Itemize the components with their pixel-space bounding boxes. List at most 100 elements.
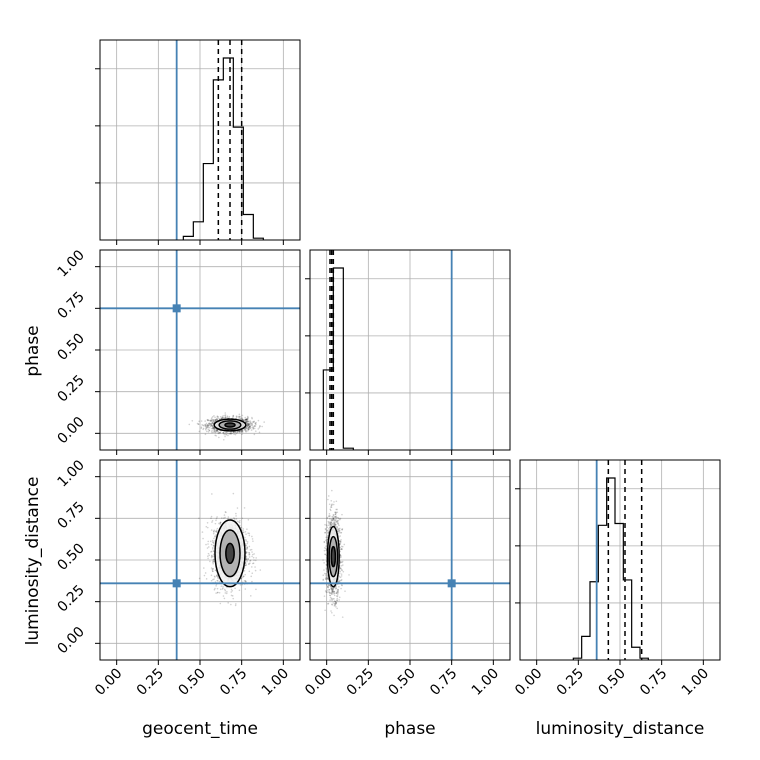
- sample-point: [246, 418, 249, 421]
- sample-point: [217, 415, 219, 418]
- sample-point: [246, 528, 248, 530]
- sample-point: [225, 433, 227, 436]
- sample-point: [233, 431, 235, 434]
- sample-point: [212, 420, 214, 422]
- histogram-step-luminosity_distance: [572, 477, 649, 660]
- sample-point: [206, 430, 208, 433]
- sample-point: [221, 417, 224, 420]
- sample-point: [206, 424, 209, 426]
- sample-point: [207, 428, 210, 431]
- sample-point: [325, 545, 327, 548]
- sample-point: [340, 575, 343, 577]
- sample-point: [221, 417, 224, 419]
- sample-point: [207, 543, 209, 545]
- sample-point: [336, 599, 338, 602]
- sample-point: [200, 426, 203, 429]
- histogram-panel-phase: [305, 249, 511, 455]
- sample-point: [259, 425, 261, 427]
- sample-point: [340, 548, 343, 550]
- sample-point: [326, 589, 329, 591]
- sample-point: [329, 523, 331, 526]
- sample-point: [241, 417, 243, 419]
- sample-point: [327, 531, 329, 534]
- sample-point: [206, 521, 209, 524]
- sample-point: [209, 425, 212, 428]
- sample-point: [241, 431, 244, 433]
- sample-point: [238, 430, 241, 432]
- sample-point: [205, 422, 208, 425]
- sample-point: [324, 553, 327, 556]
- sample-point: [340, 573, 343, 575]
- sample-point: [219, 521, 222, 524]
- sample-point: [214, 429, 217, 432]
- sample-point: [339, 561, 342, 563]
- sample-point: [239, 430, 242, 433]
- sample-point: [250, 548, 253, 551]
- sample-point: [203, 574, 206, 577]
- sample-point: [208, 424, 210, 427]
- sample-point: [234, 430, 237, 433]
- sample-point: [216, 429, 219, 431]
- sample-point: [249, 420, 251, 422]
- sample-point: [341, 569, 344, 572]
- sample-point: [226, 416, 229, 419]
- sample-point: [248, 428, 250, 431]
- sample-point: [246, 421, 248, 423]
- sample-point: [254, 559, 257, 562]
- sample-point: [246, 425, 248, 428]
- sample-point: [204, 572, 207, 574]
- sample-point: [331, 599, 333, 602]
- sample-point: [252, 421, 255, 423]
- sample-point: [244, 573, 246, 576]
- sample-point: [217, 432, 220, 435]
- sample-point: [204, 423, 206, 426]
- sample-point: [206, 424, 209, 427]
- sample-point: [348, 574, 350, 576]
- sample-point: [251, 416, 253, 419]
- sample-point: [324, 572, 326, 575]
- sample-point: [228, 415, 231, 418]
- sample-point: [231, 432, 233, 434]
- sample-point: [333, 614, 335, 617]
- sample-point: [234, 587, 236, 590]
- sample-point: [339, 535, 342, 537]
- sample-point: [340, 579, 342, 582]
- sample-point: [252, 540, 254, 542]
- sample-point: [201, 531, 204, 533]
- sample-point: [338, 596, 341, 599]
- sample-point: [208, 422, 211, 424]
- sample-point: [222, 417, 224, 419]
- sample-point: [240, 430, 243, 433]
- sample-point: [210, 419, 212, 422]
- sample-point: [330, 593, 333, 596]
- sample-point: [213, 430, 216, 432]
- sample-point: [226, 591, 228, 593]
- sample-point: [233, 433, 235, 435]
- sample-point: [212, 426, 214, 429]
- sample-point: [233, 518, 236, 520]
- sample-point: [222, 595, 225, 597]
- sample-point: [328, 591, 331, 594]
- sample-point: [211, 548, 214, 550]
- sample-point: [231, 589, 234, 592]
- sample-point: [336, 522, 339, 525]
- sample-point: [248, 425, 250, 428]
- sample-point: [241, 430, 244, 433]
- sample-point: [331, 515, 334, 518]
- sample-point: [220, 585, 223, 587]
- sample-point: [253, 553, 255, 555]
- sample-point: [253, 420, 255, 423]
- sample-point: [325, 574, 327, 576]
- sample-point: [238, 413, 241, 416]
- sample-point: [341, 616, 344, 618]
- density-contour: [225, 542, 235, 565]
- sample-point: [250, 429, 253, 431]
- x-axis-label-phase: phase: [384, 719, 435, 739]
- sample-point: [217, 430, 220, 433]
- sample-point: [245, 418, 247, 421]
- sample-point: [241, 429, 244, 432]
- sample-point: [254, 430, 257, 432]
- sample-point: [335, 606, 337, 608]
- sample-point: [261, 425, 263, 428]
- sample-point: [208, 426, 211, 429]
